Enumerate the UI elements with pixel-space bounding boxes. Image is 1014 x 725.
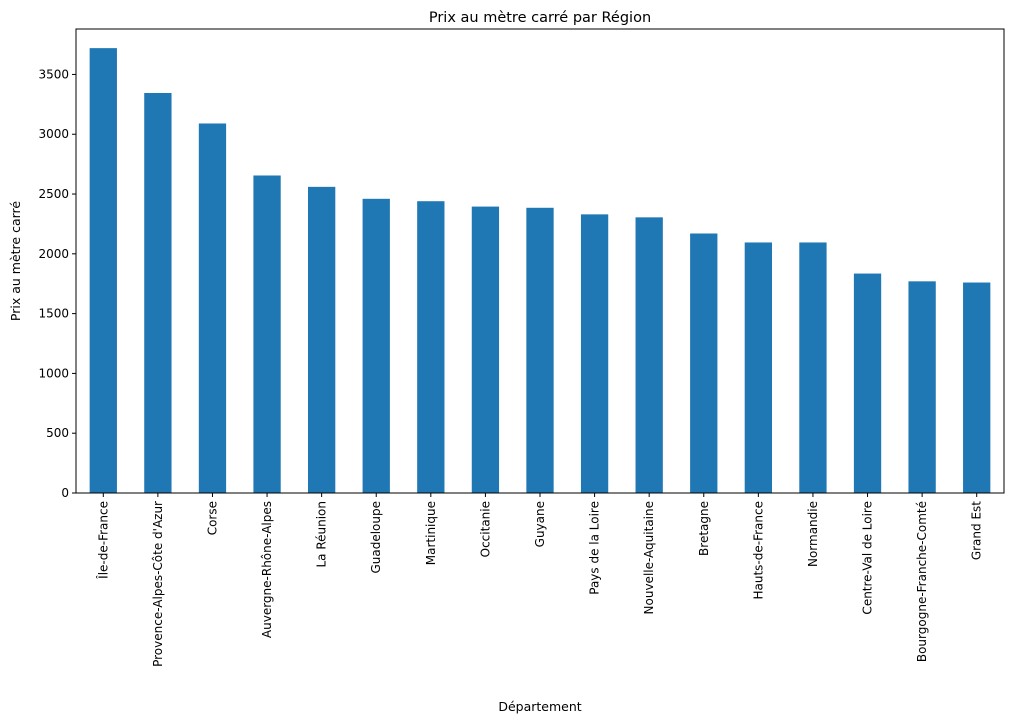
y-axis-label: Prix au mètre carré <box>8 201 23 321</box>
bar <box>526 207 554 493</box>
x-tick-label: Martinique <box>424 501 438 565</box>
x-tick-label: Occitanie <box>478 501 492 557</box>
y-tick-label: 2000 <box>38 247 69 261</box>
x-tick-label: Auvergne-Rhône-Alpes <box>260 501 274 638</box>
bar <box>308 186 336 494</box>
x-axis-label: Département <box>498 699 581 714</box>
x-tick-label: Nouvelle-Aquitaine <box>642 501 656 614</box>
x-tick-label: Bretagne <box>697 501 711 556</box>
y-axis-ticks: 0 500 1000 1500 2000 2500 3000 3500 <box>38 67 76 500</box>
x-tick-label: Guyane <box>533 501 547 547</box>
bar <box>89 48 117 493</box>
x-tick-label: Corse <box>205 501 219 535</box>
bar <box>417 201 445 494</box>
bar <box>580 214 609 493</box>
x-tick-label: Normandie <box>806 501 820 567</box>
bar <box>853 273 882 493</box>
bar <box>144 92 172 494</box>
y-tick-label: 500 <box>46 426 69 440</box>
x-tick-label: Île-de-France <box>95 501 110 580</box>
x-axis-ticks: Île-de-France Provence-Alpes-Côte d'Azur C… <box>95 493 984 667</box>
bar <box>744 242 772 493</box>
x-tick-label: Bourgogne-Franche-Comté <box>915 501 929 662</box>
x-tick-label: Guadeloupe <box>369 501 383 574</box>
x-tick-label: Provence-Alpes-Côte d'Azur <box>151 501 165 667</box>
bar <box>963 282 991 493</box>
bar <box>690 233 718 493</box>
plot-area-frame <box>75 28 1005 494</box>
x-tick-label: Centre-Val de Loire <box>861 501 875 615</box>
y-tick-label: 3500 <box>38 67 69 81</box>
bars-group <box>89 48 991 494</box>
bar <box>635 217 663 493</box>
bar <box>908 281 936 493</box>
chart-title: Prix au mètre carré par Région <box>429 10 651 26</box>
bar <box>799 242 827 493</box>
y-tick-label: 2500 <box>38 187 69 201</box>
bar <box>253 175 281 493</box>
x-tick-label: Grand Est <box>970 501 984 560</box>
y-tick-label: 1500 <box>38 307 69 321</box>
bar <box>198 123 227 493</box>
bar <box>471 206 500 493</box>
y-tick-label: 0 <box>61 486 69 500</box>
x-tick-label: La Réunion <box>315 501 329 568</box>
y-tick-label: 1000 <box>38 366 69 380</box>
x-tick-label: Hauts-de-France <box>751 501 765 600</box>
bar <box>362 198 390 493</box>
x-tick-label: Pays de la Loire <box>588 501 602 595</box>
y-tick-label: 3000 <box>38 127 69 141</box>
